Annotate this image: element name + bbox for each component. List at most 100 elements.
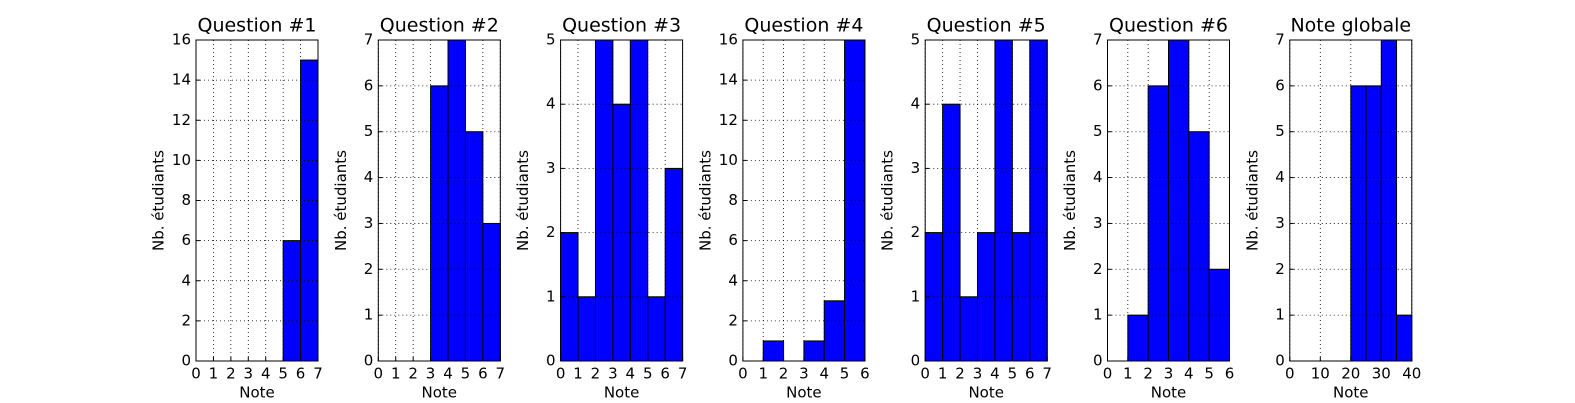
x-tick-label: 4	[443, 365, 453, 383]
frame	[1107, 39, 1230, 362]
x-tick-label: 7	[313, 365, 323, 383]
bar	[1168, 39, 1190, 362]
x-tick-label: 2	[779, 365, 789, 383]
y-tick-label: 6	[1093, 76, 1103, 94]
x-tick-label: 7	[678, 365, 688, 383]
x-tick-label: 0	[1285, 365, 1295, 383]
x-tick-label: 1	[758, 365, 768, 383]
x-tick-label: 40	[1402, 365, 1421, 383]
y-tick-label: 7	[1275, 31, 1285, 49]
y-tick-label: 2	[546, 223, 556, 241]
subplot-title: Question #3	[562, 15, 681, 37]
x-tick-label: 5	[840, 365, 850, 383]
y-tick-label: 16	[719, 31, 738, 49]
y-axis-label: Nb. étudiants	[150, 150, 168, 251]
y-tick-label: 10	[719, 151, 738, 169]
x-tick-label: 0	[191, 365, 201, 383]
subplot: 0 1 2 3 4 5 6 7 0 10 20 30 40 Note globale Note Nb. étu…	[1243, 15, 1421, 402]
y-tick-label: 0	[1093, 352, 1103, 370]
x-tick-label: 1	[209, 365, 219, 383]
y-tick-label: 5	[1275, 122, 1285, 140]
y-tick-label: 5	[364, 122, 374, 140]
x-axis-label: Note	[968, 384, 1004, 402]
x-tick-label: 0	[920, 365, 930, 383]
y-tick-label: 1	[1275, 306, 1285, 324]
y-tick-label: 5	[1093, 122, 1103, 140]
y-tick-label: 4	[1275, 168, 1285, 186]
x-tick-label: 5	[461, 365, 471, 383]
x-tick-label: 6	[296, 365, 306, 383]
y-tick-label: 10	[172, 151, 191, 169]
frame	[560, 39, 684, 362]
bar	[300, 59, 319, 362]
y-axis-label: Nb. étudiants	[1243, 150, 1261, 251]
x-axis-label: Note	[239, 384, 275, 402]
bar	[994, 39, 1013, 362]
y-tick-label: 1	[364, 306, 374, 324]
x-axis-label: Note	[422, 384, 458, 402]
y-tick-label: 7	[364, 31, 374, 49]
y-tick-label: 6	[1275, 76, 1285, 94]
x-tick-label: 2	[408, 365, 418, 383]
x-tick-label: 1	[391, 365, 401, 383]
bar	[1396, 314, 1413, 362]
y-tick-label: 4	[911, 95, 921, 113]
x-tick-label: 2	[591, 365, 601, 383]
y-tick-label: 2	[728, 311, 738, 329]
y-tick-label: 6	[364, 76, 374, 94]
x-tick-label: 4	[261, 365, 271, 383]
bar	[823, 300, 846, 362]
subplot-title: Question #4	[744, 15, 863, 37]
x-tick-label: 3	[608, 365, 618, 383]
y-tick-label: 2	[1093, 260, 1103, 278]
x-axis-label: Note	[1333, 384, 1369, 402]
x-tick-label: 30	[1372, 365, 1391, 383]
x-tick-label: 3	[244, 365, 254, 383]
y-tick-label: 2	[1275, 260, 1285, 278]
bar	[612, 103, 631, 362]
x-tick-label: 7	[1042, 365, 1052, 383]
y-tick-label: 0	[364, 352, 374, 370]
x-tick-label: 6	[660, 365, 670, 383]
y-tick-label: 2	[364, 260, 374, 278]
y-tick-label: 6	[181, 231, 191, 249]
x-tick-label: 7	[496, 365, 506, 383]
bar	[1029, 39, 1048, 362]
y-tick-label: 4	[181, 271, 191, 289]
x-tick-label: 0	[738, 365, 748, 383]
bar	[803, 340, 825, 362]
y-tick-label: 0	[911, 352, 921, 370]
bar	[762, 340, 785, 362]
y-tick-label: 0	[728, 352, 738, 370]
x-tick-label: 1	[573, 365, 583, 383]
x-tick-label: 2	[1143, 365, 1153, 383]
y-axis-label: Nb. étudiants	[514, 150, 532, 251]
x-axis-label: Note	[1151, 384, 1187, 402]
x-tick-label: 6	[478, 365, 488, 383]
bar	[482, 222, 501, 362]
x-axis-label: Note	[786, 384, 822, 402]
x-axis-label: Note	[604, 384, 640, 402]
y-axis-label: Nb. étudiants	[332, 150, 350, 251]
y-tick-label: 8	[181, 191, 191, 209]
bar	[959, 296, 978, 362]
y-tick-label: 0	[181, 352, 191, 370]
y-tick-label: 4	[728, 271, 738, 289]
x-tick-label: 6	[1225, 365, 1235, 383]
y-tick-label: 3	[1093, 214, 1103, 232]
subplot-title: Question #6	[1109, 15, 1228, 37]
y-tick-label: 0	[546, 352, 556, 370]
x-tick-label: 5	[1008, 365, 1018, 383]
y-tick-label: 1	[546, 287, 556, 305]
bar	[1127, 314, 1149, 362]
y-tick-label: 12	[172, 111, 191, 129]
y-tick-label: 4	[364, 168, 374, 186]
bar	[1365, 85, 1382, 362]
x-tick-label: 3	[973, 365, 983, 383]
y-tick-label: 3	[364, 214, 374, 232]
y-tick-label: 3	[1275, 214, 1285, 232]
